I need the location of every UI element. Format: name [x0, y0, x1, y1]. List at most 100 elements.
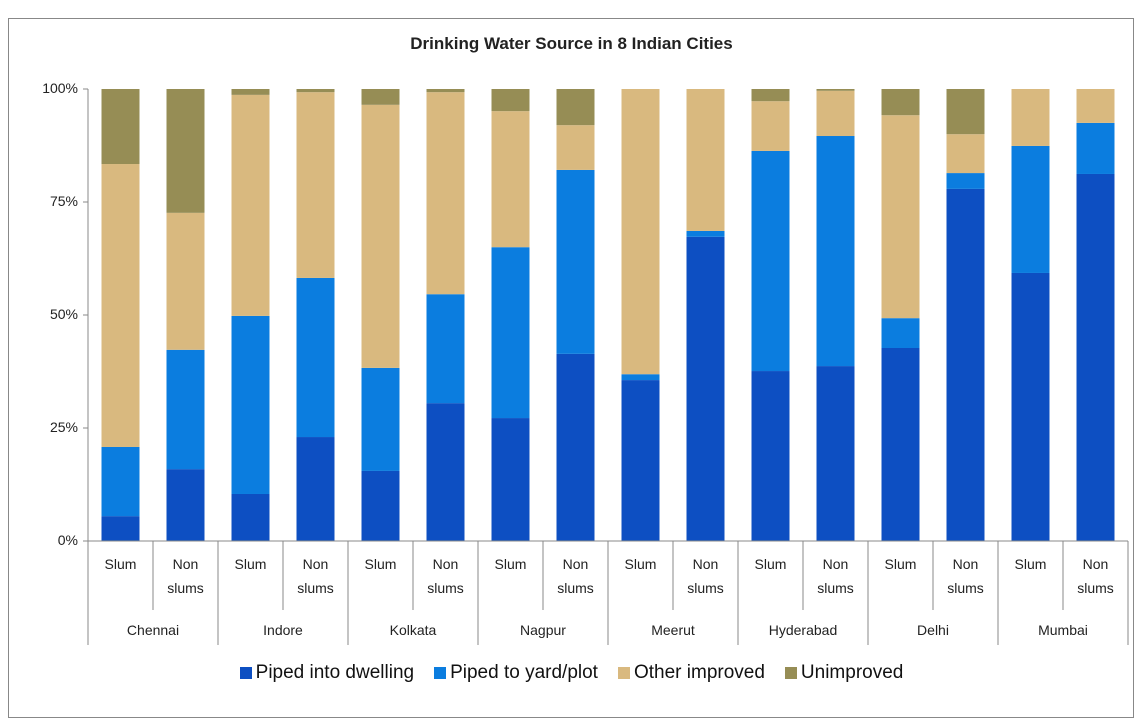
- group-label: Hyderabad: [768, 622, 838, 638]
- bar-segment: [556, 169, 595, 354]
- bar-segment: [101, 446, 140, 517]
- bar-segment: [816, 90, 855, 137]
- bar-segment: [686, 230, 725, 237]
- bar-segment: [231, 493, 270, 541]
- bar-segment: [751, 150, 790, 372]
- x-tick-label: Non slums: [1077, 556, 1114, 596]
- legend-label: Other improved: [633, 662, 765, 683]
- bar-segment: [751, 89, 790, 102]
- legend-label: Unimproved: [800, 662, 904, 683]
- bar-segment: [231, 94, 270, 316]
- bar-segment: [1011, 145, 1050, 273]
- bar-segment: [426, 403, 465, 541]
- y-tick-label: 0%: [57, 532, 78, 548]
- x-tick-label: Slum: [104, 556, 137, 572]
- legend-swatch: [617, 667, 630, 679]
- bar-segment: [621, 380, 660, 541]
- legend-label: Piped into dwelling: [255, 662, 415, 683]
- bar-segment: [296, 277, 335, 438]
- bar-segment: [946, 173, 985, 189]
- bar-segment: [491, 247, 530, 419]
- bar-segment: [166, 212, 205, 350]
- x-tick-label: Slum: [884, 556, 917, 572]
- legend-swatch: [434, 667, 447, 679]
- chart-title: Drinking Water Source in 8 Indian Cities: [410, 34, 733, 53]
- bar-segment: [1076, 122, 1115, 174]
- bar-segment: [686, 236, 725, 541]
- bar-segment: [881, 318, 920, 348]
- bar-segment: [881, 89, 920, 116]
- bar-segment: [1011, 272, 1050, 541]
- bar-segment: [231, 89, 270, 95]
- y-tick-label: 75%: [49, 193, 78, 209]
- bar-segment: [101, 516, 140, 541]
- y-tick-label: 25%: [49, 419, 78, 435]
- bar-segment: [166, 89, 205, 213]
- bar-segment: [686, 89, 725, 231]
- bar-segment: [751, 101, 790, 151]
- bar-segment: [491, 111, 530, 248]
- bar-segment: [296, 89, 335, 93]
- group-label: Meerut: [651, 622, 695, 638]
- group-label: Nagpur: [520, 622, 566, 638]
- bar-segment: [556, 125, 595, 170]
- x-tick-label: Slum: [754, 556, 787, 572]
- x-tick-label: Non slums: [427, 556, 464, 596]
- group-label: Indore: [263, 622, 303, 638]
- bar-segment: [816, 136, 855, 367]
- x-tick-label: Non slums: [297, 556, 334, 596]
- bar-segment: [101, 164, 140, 447]
- x-tick-label: Slum: [624, 556, 657, 572]
- bar-segment: [296, 92, 335, 278]
- legend-item: Other improved: [617, 662, 765, 684]
- bar-segment: [361, 104, 400, 368]
- bar-segment: [816, 366, 855, 541]
- y-tick-label: 100%: [42, 80, 78, 96]
- group-label: Kolkata: [389, 622, 437, 638]
- x-tick-label: Non slums: [557, 556, 594, 596]
- bar-segment: [361, 470, 400, 541]
- bar-segment: [426, 89, 465, 93]
- bar-segment: [751, 371, 790, 541]
- legend-item: Piped into dwelling: [239, 662, 415, 684]
- legend-swatch: [784, 667, 797, 679]
- bar-segment: [296, 437, 335, 541]
- bar-segment: [101, 89, 140, 165]
- y-tick-label: 50%: [49, 306, 78, 322]
- group-label: Delhi: [917, 622, 949, 638]
- x-tick-label: Slum: [234, 556, 267, 572]
- bar-segment: [426, 294, 465, 404]
- bar-segment: [426, 92, 465, 295]
- bar-segment: [556, 89, 595, 126]
- bar-segment: [946, 188, 985, 541]
- group-label: Mumbai: [1038, 622, 1088, 638]
- x-tick-label: Non slums: [167, 556, 204, 596]
- legend-item: Piped to yard/plot: [434, 662, 598, 684]
- bar-segment: [166, 469, 205, 541]
- bar-segment: [946, 134, 985, 174]
- x-tick-label: Non slums: [687, 556, 724, 596]
- group-label: Chennai: [126, 622, 180, 638]
- bar-segment: [881, 115, 920, 319]
- x-tick-label: Slum: [494, 556, 527, 572]
- x-tick-label: Slum: [1014, 556, 1047, 572]
- bar-segment: [491, 418, 530, 541]
- bar-segment: [1076, 89, 1115, 123]
- bar-segment: [166, 349, 205, 470]
- bar-segment: [946, 89, 985, 135]
- legend-swatch: [239, 667, 252, 679]
- x-tick-label: Slum: [364, 556, 397, 572]
- legend: Piped into dwelling Piped to yard/plot Oth…: [0, 662, 1143, 684]
- bar-segment: [491, 89, 530, 112]
- bar-segment: [1011, 89, 1050, 146]
- legend-label: Piped to yard/plot: [450, 662, 598, 683]
- bar-segment: [816, 89, 855, 91]
- x-tick-label: Non slums: [947, 556, 984, 596]
- bar-segment: [1076, 173, 1115, 541]
- bar-segment: [621, 374, 660, 381]
- bar-segment: [361, 89, 400, 105]
- legend-item: Unimproved: [784, 662, 904, 684]
- x-tick-label: Non slums: [817, 556, 854, 596]
